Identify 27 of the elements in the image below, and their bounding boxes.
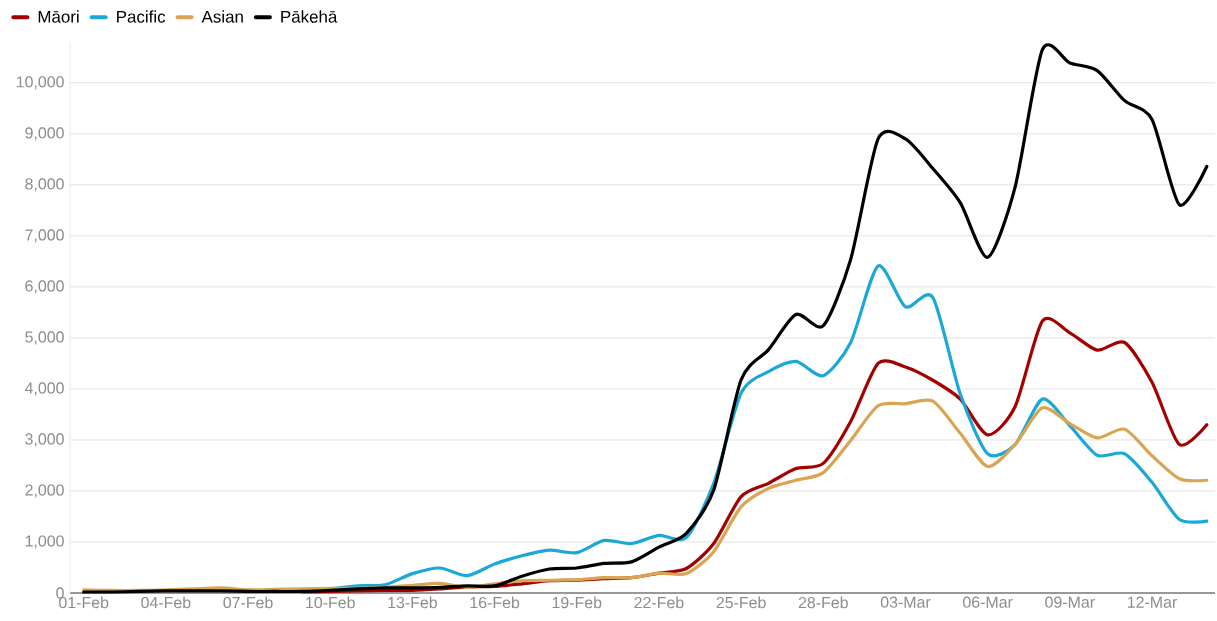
x-tick-label: 09-Mar [1045, 596, 1095, 608]
y-tick-label: 4,000 [24, 382, 64, 396]
y-tick-label: 10,000 [16, 76, 64, 90]
x-tick-label: 16-Feb [470, 596, 520, 609]
y-tick-label: 1,000 [25, 535, 64, 549]
y-tick-label: 6,000 [25, 280, 64, 294]
legend-label: Pacific [117, 10, 166, 23]
x-tick-label: 10-Feb [306, 596, 355, 609]
y-tick-label: 5,000 [25, 331, 64, 345]
legend-label: Pākehā [281, 10, 338, 23]
legend-label: Asian [201, 10, 243, 23]
y-tick-label: 2,000 [25, 484, 64, 498]
x-tick-label: 12-Mar [1127, 596, 1177, 608]
y-tick-label: 9,000 [25, 127, 64, 141]
x-tick-label: 06-Mar [963, 596, 1013, 608]
legend-label: Māori [38, 10, 79, 23]
x-tick-label: 25-Feb [716, 596, 766, 609]
x-tick-label: 28-Feb [798, 596, 848, 609]
y-tick-label: 8,000 [25, 178, 64, 192]
x-tick-label: 22-Feb [634, 596, 684, 609]
x-tick-label: 07-Feb [223, 596, 273, 609]
x-tick-label: 13-Feb [388, 596, 437, 609]
y-tick-label: 3,000 [25, 433, 64, 447]
y-tick-label: 7,000 [25, 229, 64, 243]
x-tick-label: 19-Feb [552, 596, 602, 609]
x-tick-label: 04-Feb [141, 596, 191, 609]
x-tick-label: 03-Mar [880, 596, 931, 608]
